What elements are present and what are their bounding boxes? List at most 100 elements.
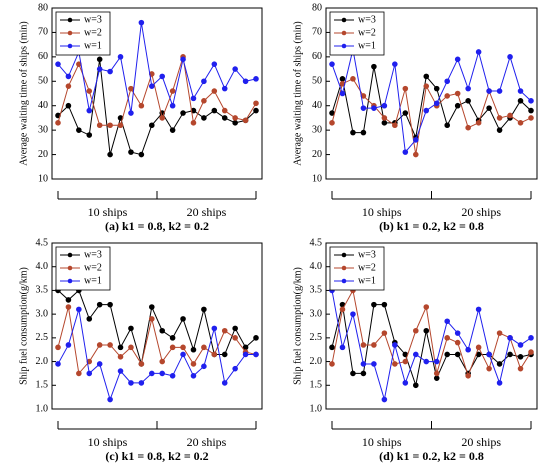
point xyxy=(253,351,259,358)
point xyxy=(242,351,249,358)
point xyxy=(190,346,197,353)
point xyxy=(433,358,440,365)
point xyxy=(117,54,124,60)
point xyxy=(180,351,186,358)
group-label: 10 ships xyxy=(362,435,402,449)
point xyxy=(201,344,207,351)
series-line xyxy=(331,66,532,140)
point xyxy=(190,373,197,379)
point xyxy=(392,342,398,348)
point xyxy=(392,122,398,129)
point xyxy=(65,304,72,310)
group-label: 20 ships xyxy=(187,205,227,219)
point xyxy=(454,351,461,358)
point xyxy=(138,102,145,109)
point xyxy=(486,365,492,372)
point xyxy=(180,316,186,322)
plot-frame xyxy=(51,7,263,180)
point xyxy=(221,107,228,114)
legend-marker xyxy=(67,252,73,258)
point xyxy=(412,351,419,358)
point xyxy=(76,306,82,313)
point xyxy=(107,68,113,75)
point xyxy=(444,335,451,341)
legend-marker xyxy=(67,265,73,271)
legend-label: w=1 xyxy=(84,40,102,51)
point xyxy=(496,380,503,386)
point xyxy=(381,102,388,109)
y-tick-label: 4.0 xyxy=(36,261,49,272)
point xyxy=(96,301,103,308)
point xyxy=(159,73,166,80)
point xyxy=(107,396,113,403)
point xyxy=(138,151,145,158)
point xyxy=(96,342,103,348)
point xyxy=(402,380,409,386)
point xyxy=(65,83,72,89)
point xyxy=(169,127,176,133)
point xyxy=(423,304,430,310)
point xyxy=(350,311,356,317)
point xyxy=(517,88,524,94)
point xyxy=(528,115,534,121)
point xyxy=(339,306,346,313)
point xyxy=(148,316,155,322)
point xyxy=(96,56,103,63)
point xyxy=(107,122,113,129)
point xyxy=(444,318,451,325)
y-tick-label: 1.0 xyxy=(310,403,323,414)
point xyxy=(138,361,145,367)
point xyxy=(402,110,409,116)
point xyxy=(475,49,482,55)
point xyxy=(180,110,186,116)
point xyxy=(253,335,259,341)
point xyxy=(423,358,430,365)
point xyxy=(360,129,367,136)
point xyxy=(329,344,335,351)
point xyxy=(371,361,377,367)
legend-label: w=1 xyxy=(84,275,102,286)
point xyxy=(433,370,440,377)
group-bracket xyxy=(331,421,532,430)
legend-label: w=2 xyxy=(358,262,376,273)
point xyxy=(169,373,176,379)
subplot-caption: (d) k1 = 0.2, k2 = 0.8 xyxy=(379,449,484,463)
point xyxy=(232,335,238,341)
point xyxy=(360,370,367,377)
point xyxy=(496,88,503,94)
point xyxy=(117,354,124,360)
point xyxy=(433,375,440,381)
point xyxy=(329,61,335,67)
point xyxy=(329,110,335,116)
point xyxy=(381,396,388,403)
point xyxy=(486,88,492,94)
point xyxy=(138,19,145,26)
point xyxy=(528,335,534,341)
point xyxy=(148,83,155,89)
point xyxy=(201,98,207,104)
point xyxy=(201,306,207,313)
y-tick-label: 3.5 xyxy=(36,285,49,296)
point xyxy=(201,115,207,121)
point xyxy=(339,90,346,97)
point xyxy=(486,105,492,111)
point xyxy=(507,335,513,341)
group-label: 10 ships xyxy=(362,205,402,219)
point xyxy=(242,117,249,124)
point xyxy=(444,93,451,99)
point xyxy=(412,382,419,389)
point xyxy=(475,306,482,313)
y-tick-label: 4.5 xyxy=(36,237,49,248)
point xyxy=(507,112,513,119)
point xyxy=(371,342,377,348)
legend-label: w=1 xyxy=(358,275,376,286)
point xyxy=(339,344,346,351)
point xyxy=(128,325,134,332)
point xyxy=(507,54,513,60)
legend-label: w=2 xyxy=(84,262,102,273)
point xyxy=(496,361,503,367)
legend-label: w=3 xyxy=(358,249,376,260)
y-tick-label: 30 xyxy=(312,124,322,135)
point xyxy=(465,346,471,353)
point xyxy=(169,344,176,351)
